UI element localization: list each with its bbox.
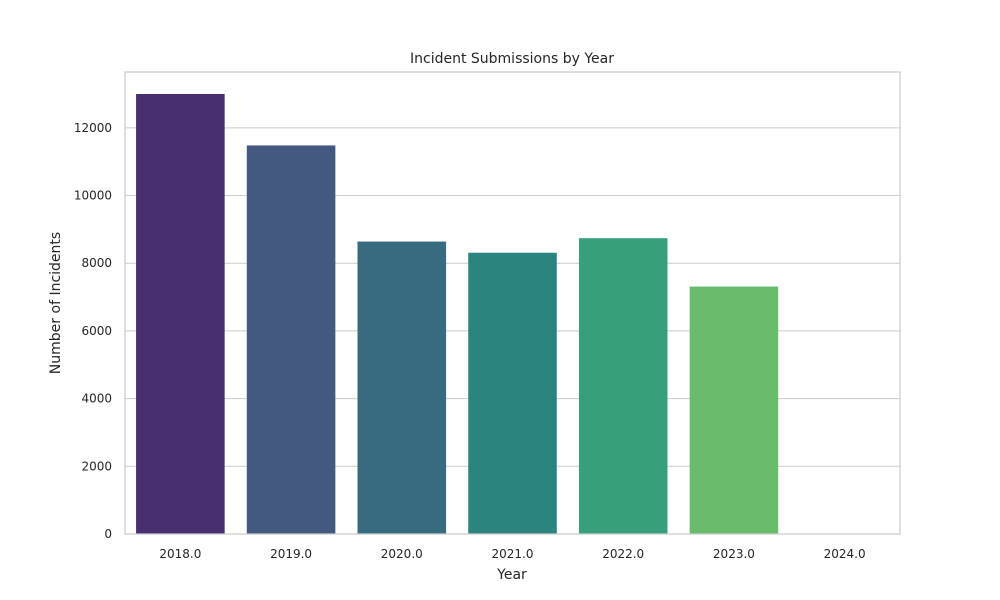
plot-frame xyxy=(124,71,901,535)
y-tick-label: 8000 xyxy=(81,256,112,270)
x-tick-label: 2018.0 xyxy=(159,547,201,561)
bar xyxy=(468,252,557,534)
y-axis-label: Number of Incidents xyxy=(48,232,64,374)
bar xyxy=(136,94,225,534)
bar xyxy=(246,145,336,534)
y-tick-label: 0 xyxy=(104,527,112,541)
x-tick-label: 2021.0 xyxy=(492,547,534,561)
y-tick-labels: 0 2000 4000 6000 8000 10000 12000 xyxy=(74,121,112,541)
chart-title: Incident Submissions by Year xyxy=(410,51,614,67)
y-tick-label: 10000 xyxy=(74,189,112,203)
x-tick-label: 2023.0 xyxy=(713,547,755,561)
x-tick-label: 2019.0 xyxy=(270,547,312,561)
x-tick-label: 2020.0 xyxy=(381,547,423,561)
bar xyxy=(689,286,779,534)
bar xyxy=(357,241,447,535)
x-tick-labels: 2018.0 2019.0 2020.0 2021.0 2022.0 2023.0 2024… xyxy=(159,547,865,561)
x-tick-label: 2022.0 xyxy=(602,547,644,561)
bars xyxy=(136,94,779,535)
y-tick-label: 12000 xyxy=(74,121,112,135)
x-axis-label: Year xyxy=(496,567,527,583)
x-tick-label: 2024.0 xyxy=(824,547,866,561)
y-tick-label: 6000 xyxy=(81,324,112,338)
y-tick-label: 4000 xyxy=(81,392,112,406)
y-tick-label: 2000 xyxy=(81,459,112,473)
bar xyxy=(578,238,668,534)
